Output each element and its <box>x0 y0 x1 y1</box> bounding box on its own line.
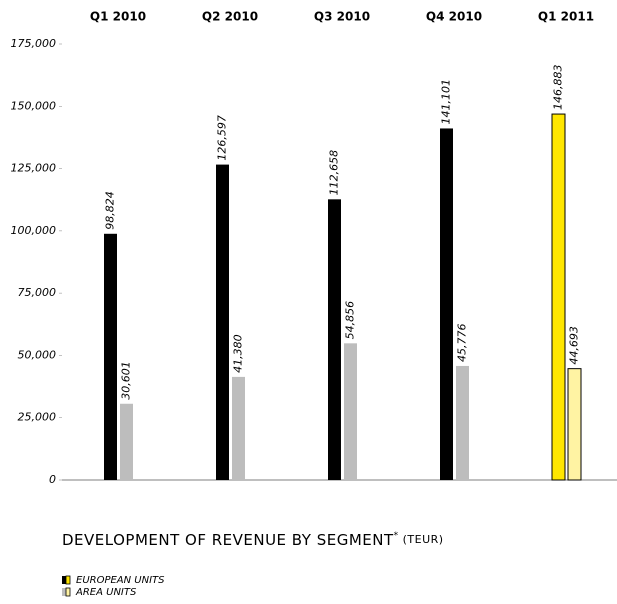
legend-label: EUROPEAN UNITS <box>76 575 165 586</box>
y-tick-label: 150,000 <box>11 99 57 112</box>
y-tick-label: 75,000 <box>18 286 57 299</box>
value-label: 112,658 <box>328 150 341 196</box>
value-label: 44,693 <box>568 326 581 365</box>
legend-swatch <box>65 575 71 585</box>
value-label: 146,883 <box>552 65 565 111</box>
bar <box>344 343 357 480</box>
y-tick-label: 100,000 <box>11 224 57 237</box>
bar <box>232 376 245 480</box>
bar <box>567 368 582 481</box>
y-tick-label: 25,000 <box>18 411 57 424</box>
bar <box>120 403 133 480</box>
value-label: 98,824 <box>104 191 117 230</box>
category-label: Q1 2010 <box>90 10 146 24</box>
bar <box>440 128 453 480</box>
bar <box>456 365 469 480</box>
legend-swatch <box>62 576 66 584</box>
bar <box>216 164 229 480</box>
value-label: 30,601 <box>120 361 133 400</box>
category-label: Q4 2010 <box>426 10 482 24</box>
value-label: 41,380 <box>232 334 245 373</box>
category-label: Q2 2010 <box>202 10 258 24</box>
y-tick-label: 125,000 <box>11 162 57 175</box>
legend-swatch <box>62 588 66 596</box>
legend-swatch <box>65 587 71 597</box>
legend-label: AREA UNITS <box>75 587 137 598</box>
chart-title: DEVELOPMENT OF REVENUE BY SEGMENT* (TEUR) <box>62 531 444 549</box>
bar <box>551 113 566 481</box>
y-tick-label: 0 <box>49 473 56 486</box>
value-label: 141,101 <box>440 79 453 125</box>
bar <box>328 199 341 481</box>
title-text: DEVELOPMENT OF REVENUE BY SEGMENT <box>62 531 394 549</box>
y-tick-label: 50,000 <box>18 348 57 361</box>
title-mark: * <box>394 531 399 541</box>
unit: (TEUR) <box>403 533 444 546</box>
y-tick-label: 175,000 <box>11 37 57 50</box>
value-label: 45,776 <box>456 323 469 362</box>
value-label: 54,856 <box>344 301 357 340</box>
category-label: Q3 2010 <box>314 10 370 24</box>
value-label: 126,597 <box>216 115 229 161</box>
category-label: Q1 2011 <box>538 10 594 24</box>
bar <box>104 233 117 480</box>
